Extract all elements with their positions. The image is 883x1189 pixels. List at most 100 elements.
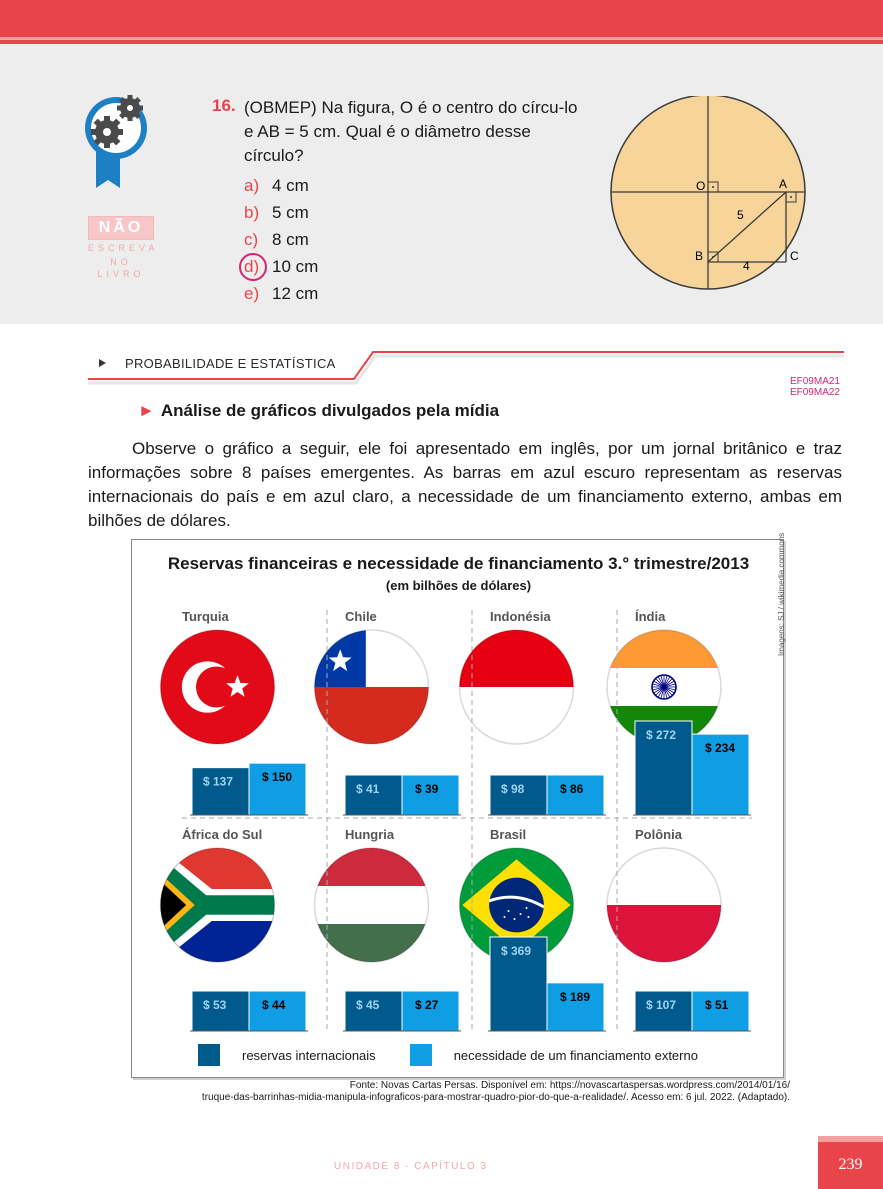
bar-necessidade (546, 774, 605, 816)
bar-reservas (634, 720, 693, 816)
data-label-reservas: $ 45 (356, 998, 380, 1012)
option-a[interactable]: a) 4 cm (244, 172, 318, 199)
data-label-necessidade: $ 189 (560, 990, 590, 1004)
label-o: O (696, 179, 705, 193)
option-d[interactable]: d) 10 cm (239, 252, 319, 281)
data-label-reservas: $ 53 (203, 998, 227, 1012)
country-name: Brasil (490, 827, 526, 842)
legend-item-necessidade: necessidade de um financiamento externo (409, 1044, 698, 1066)
data-label-necessidade: $ 27 (415, 998, 439, 1012)
option-letter: d) (239, 252, 272, 281)
do-not-write-warning: NÃO ESCREVA NO LIVRO (88, 216, 154, 280)
data-label-necessidade: $ 86 (560, 782, 584, 796)
subheading: ► Análise de gráficos divulgados pela míd… (138, 401, 499, 421)
turkey-flag-icon (159, 629, 276, 745)
arrow-icon: ► (138, 401, 155, 420)
data-label-reservas: $ 137 (203, 775, 233, 789)
data-label-reservas: $ 369 (501, 944, 531, 958)
page-number-tab (818, 1136, 883, 1189)
label-bc: 4 (743, 259, 750, 273)
bar-reservas (191, 990, 250, 1032)
data-label-necessidade: $ 39 (415, 782, 439, 796)
section-bar-line (88, 351, 844, 385)
code-1: EF09MA21 (789, 376, 840, 387)
gears-medal-icon (85, 95, 147, 188)
south-africa-flag-icon (159, 847, 276, 963)
bar-necessidade (248, 762, 307, 816)
source-line-2: truque-das-barrinhas-midia-manipula-info… (201, 1092, 790, 1103)
chart-subtitle: (em bilhões de dólares) (385, 578, 532, 593)
label-a: A (779, 177, 787, 191)
chart-legend: reservas internacionais necessidade de u… (198, 1044, 732, 1066)
source-citation: Fonte: Novas Cartas Persas. Disponível e… (150, 1080, 790, 1104)
warning-sub1: ESCREVA (88, 243, 159, 253)
data-label-necessidade: $ 150 (262, 770, 292, 784)
source-line-1: Fonte: Novas Cartas Persas. Disponível e… (349, 1080, 790, 1091)
option-b[interactable]: b) 5 cm (244, 199, 318, 226)
bar-necessidade (401, 774, 460, 816)
page-number-tab-top (818, 1136, 883, 1142)
chile-flag-icon (313, 629, 430, 745)
poland-flag-icon (606, 847, 722, 963)
data-label-reservas: $ 41 (356, 782, 380, 796)
subheading-text: Análise de gráficos divulgados pela mídi… (160, 401, 500, 420)
chart-container: Reservas financeiras e necessidade de fi… (131, 539, 784, 1078)
hungary-flag-icon (313, 847, 430, 963)
country-name: Polônia (635, 827, 683, 842)
bar-necessidade (248, 990, 307, 1032)
section-arrow-icon (99, 359, 106, 367)
bar-necessidade (691, 733, 750, 816)
option-letter: b) (244, 202, 260, 222)
image-credit: Imagens: SJ / wikimedia.commons (777, 532, 786, 656)
bncc-codes: EF09MA21 EF09MA22 (760, 376, 840, 398)
option-letter: a) (244, 175, 260, 195)
bar-reservas (489, 774, 548, 816)
bar-reservas (634, 990, 693, 1032)
legend-swatch-reservas (198, 1044, 220, 1066)
option-letter: e) (244, 283, 260, 303)
legend-label: reservas internacionais (242, 1047, 376, 1063)
country-name: Hungria (345, 827, 395, 842)
indonesia-flag-icon (458, 629, 575, 745)
label-b: B (695, 249, 703, 263)
data-label-reservas: $ 272 (646, 728, 676, 742)
data-label-necessidade: $ 44 (262, 998, 286, 1012)
data-label-reservas: $ 107 (646, 998, 676, 1012)
page-number: 239 (838, 1156, 863, 1173)
intro-paragraph: Observe o gráfico a seguir, ele foi apre… (88, 439, 842, 530)
question-number: 16. (212, 96, 236, 115)
country-name: África do Sul (182, 827, 262, 842)
bar-reservas (344, 774, 403, 816)
option-text: 8 cm (272, 229, 309, 249)
option-c[interactable]: c) 8 cm (244, 226, 318, 253)
bar-necessidade (401, 990, 460, 1032)
legend-item-reservas: reservas internacionais (198, 1044, 376, 1066)
data-label-necessidade: $ 234 (705, 741, 735, 755)
code-2: EF09MA22 (789, 387, 840, 398)
label-ab: 5 (737, 208, 744, 222)
country-name: Indonésia (490, 609, 551, 624)
footer-unit-label: UNIDADE 8 - CAPÍTULO 3 (334, 1161, 488, 1172)
option-text: 10 cm (272, 256, 319, 276)
label-c: C (790, 249, 799, 263)
data-label-reservas: $ 98 (501, 782, 525, 796)
question-text: (OBMEP) Na figura, O é o centro do círcu… (244, 98, 578, 165)
selected-answer-circle (239, 252, 267, 281)
answer-options: a) 4 cm b) 5 cm c) 8 cm d) 10 cm e) 12 cm (239, 172, 319, 307)
circle-geometry-figure: O A B C 5 4 (610, 96, 806, 290)
top-band-line (0, 37, 883, 40)
warning-sub2: NO LIVRO (97, 257, 145, 279)
bar-reservas (344, 990, 403, 1032)
country-name: Índia (635, 609, 666, 624)
legend-label: necessidade de um financiamento externo (453, 1047, 698, 1063)
top-band (0, 0, 883, 44)
option-letter: c) (244, 229, 259, 249)
bar-necessidade (546, 982, 605, 1032)
option-e[interactable]: e) 12 cm (244, 280, 318, 307)
chart-panels: Turquia $ 137 $ 150 Chile $ 41 $ 39 Indonésia $… (159, 609, 752, 1032)
bar-reservas (489, 936, 548, 1032)
brazil-flag-icon (458, 847, 575, 963)
country-name: Chile (345, 609, 377, 624)
option-text: 5 cm (272, 202, 309, 222)
option-text: 12 cm (272, 283, 319, 303)
